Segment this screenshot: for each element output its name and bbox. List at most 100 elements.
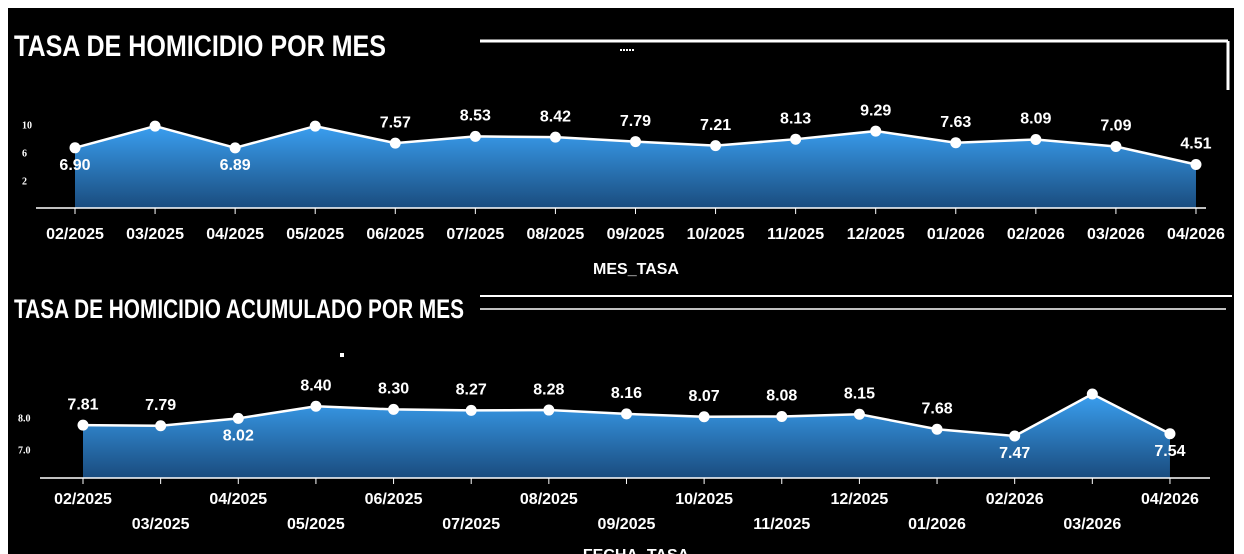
point	[549, 131, 561, 143]
x-tick-label: 07/2025	[442, 516, 500, 533]
y-tick-label: 6	[22, 148, 27, 159]
point	[310, 400, 322, 412]
value-label: 7.79	[145, 397, 176, 414]
point	[77, 419, 89, 431]
x-tick-label: 08/2025	[520, 491, 578, 508]
value-label: 8.13	[780, 110, 811, 127]
value-label: 8.09	[1020, 111, 1051, 128]
x-axis-label: FECHA_TASA	[583, 547, 690, 554]
value-label: 8.40	[300, 377, 331, 394]
x-tick-label: 04/2026	[1167, 226, 1225, 243]
x-tick-label: 11/2025	[753, 516, 810, 533]
value-label: 7.09	[1100, 118, 1131, 135]
x-tick-label: 11/2025	[767, 226, 824, 243]
point	[1164, 428, 1176, 440]
decor-dot	[340, 353, 344, 357]
point	[155, 420, 167, 432]
x-tick-label: 02/2025	[46, 226, 104, 243]
point	[388, 403, 400, 415]
point	[1030, 133, 1042, 145]
point	[465, 404, 477, 416]
y-tick-label: 7.0	[18, 445, 31, 456]
x-tick-label: 12/2025	[830, 491, 888, 508]
x-tick-label: 05/2025	[287, 516, 345, 533]
value-label: 8.15	[844, 385, 875, 402]
value-label: 7.57	[380, 114, 411, 131]
x-tick-label: 04/2025	[209, 491, 267, 508]
x-tick-label: 03/2025	[126, 226, 184, 243]
value-label: 8.30	[378, 381, 409, 398]
point	[389, 137, 401, 149]
point	[790, 133, 802, 145]
value-label: 7.81	[67, 396, 98, 413]
area	[75, 126, 1196, 208]
value-label: 4.51	[1180, 136, 1211, 153]
x-tick-label: 06/2025	[365, 491, 423, 508]
point	[776, 410, 788, 422]
point	[229, 142, 241, 154]
point	[950, 137, 962, 149]
point	[149, 120, 161, 132]
value-label: 6.89	[220, 157, 251, 174]
point	[629, 136, 641, 148]
point	[1009, 430, 1021, 442]
point	[710, 140, 722, 152]
point	[620, 408, 632, 420]
y-tick-label: 10	[22, 120, 32, 131]
x-tick-label: 07/2025	[446, 226, 504, 243]
point	[543, 404, 555, 416]
point	[1086, 388, 1098, 400]
value-label: 9.29	[860, 102, 891, 119]
value-label: 7.47	[999, 445, 1030, 462]
point	[232, 412, 244, 424]
x-tick-label: 02/2026	[1007, 226, 1065, 243]
x-axis-label: MES_TASA	[593, 261, 679, 278]
point	[931, 423, 943, 435]
x-tick-label: 08/2025	[526, 226, 584, 243]
x-tick-label: 10/2025	[675, 491, 733, 508]
point	[69, 142, 81, 154]
x-tick-label: 12/2025	[847, 226, 905, 243]
x-tick-label: 01/2026	[908, 516, 966, 533]
x-tick-label: 03/2026	[1087, 226, 1145, 243]
value-label: 8.42	[540, 108, 571, 125]
value-label: 8.53	[460, 108, 491, 125]
value-label: 8.02	[223, 428, 254, 445]
x-tick-label: 02/2025	[54, 491, 112, 508]
value-label: 7.54	[1154, 443, 1185, 460]
value-label: 7.68	[921, 401, 952, 418]
point	[1190, 159, 1202, 171]
point	[698, 411, 710, 423]
x-tick-label: 04/2025	[206, 226, 264, 243]
value-label: 8.16	[611, 385, 642, 402]
x-tick-label: 02/2026	[986, 491, 1044, 508]
point	[853, 408, 865, 420]
value-label: 8.27	[456, 382, 487, 399]
x-tick-label: 06/2025	[366, 226, 424, 243]
point	[1110, 140, 1122, 152]
x-tick-label: 03/2026	[1063, 516, 1121, 533]
y-tick-label: 8.0	[18, 413, 31, 424]
chart-title: TASA DE HOMICIDIO POR MES	[14, 30, 386, 63]
value-label: 6.90	[59, 157, 90, 174]
value-label: 8.28	[533, 381, 564, 398]
x-tick-label: 09/2025	[607, 226, 665, 243]
area	[83, 394, 1170, 478]
point	[309, 120, 321, 132]
value-label: 8.07	[689, 388, 720, 405]
value-label: 8.08	[766, 388, 797, 405]
x-tick-label: 09/2025	[598, 516, 656, 533]
x-tick-label: 04/2026	[1141, 491, 1199, 508]
point	[870, 125, 882, 137]
point	[469, 130, 481, 142]
chart-title: TASA DE HOMICIDIO ACUMULADO POR MES	[14, 294, 464, 324]
y-tick-label: 2	[22, 176, 27, 187]
x-tick-label: 01/2026	[927, 226, 985, 243]
value-label: 7.21	[700, 117, 731, 134]
x-tick-label: 05/2025	[286, 226, 344, 243]
value-label: 7.63	[940, 114, 971, 131]
value-label: 7.79	[620, 113, 651, 130]
x-tick-label: 03/2025	[132, 516, 190, 533]
x-tick-label: 10/2025	[687, 226, 745, 243]
